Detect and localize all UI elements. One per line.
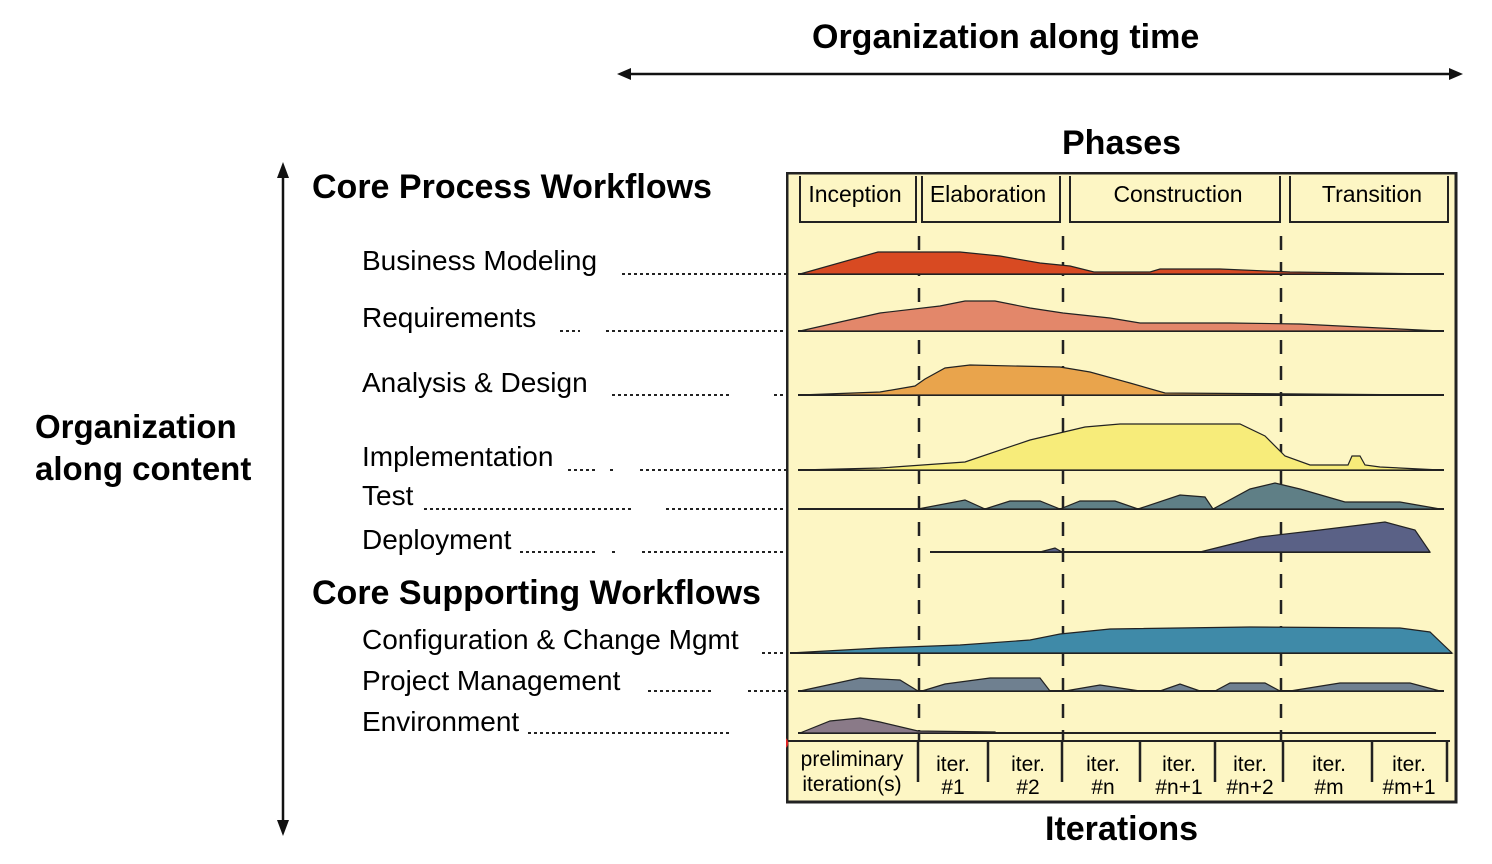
time-axis-title: Organization along time (812, 18, 1200, 56)
iteration-m-line2: #m (1314, 776, 1343, 799)
iteration-m1-line1: iter. (1392, 753, 1426, 776)
iterations-title: Iterations (1045, 810, 1199, 848)
workflow-label-implementation: Implementation (362, 441, 554, 472)
content-axis-title-line1: Organization (35, 408, 237, 445)
iteration-n-line1: iter. (1086, 753, 1120, 776)
iteration-preliminary-line1: preliminary (801, 748, 904, 771)
iteration-n2-line1: iter. (1233, 753, 1267, 776)
iteration-1-line2: #1 (941, 776, 964, 799)
workflow-label-business-modeling: Business Modeling (362, 245, 598, 276)
iteration-m-line1: iter. (1312, 753, 1346, 776)
cursor-marker (786, 738, 789, 748)
time-axis-arrow (617, 68, 1463, 80)
area-analysis-design (799, 364, 1441, 396)
phase-construction: Construction (1113, 181, 1242, 207)
iteration-n1-line2: #n+1 (1155, 776, 1202, 799)
phase-elaboration: Elaboration (930, 181, 1046, 207)
iteration-1-line1: iter. (936, 753, 970, 776)
core-supporting-workflows-title: Core Supporting Workflows (312, 574, 761, 612)
workflow-label-project-management: Project Management (362, 665, 621, 696)
workflow-label-environment: Environment (362, 706, 520, 737)
workflow-label-test: Test (362, 480, 414, 511)
iteration-n-line2: #n (1091, 776, 1114, 799)
area-configuration-change (789, 626, 1454, 654)
phase-inception: Inception (808, 181, 901, 207)
phase-transition: Transition (1322, 181, 1422, 207)
workflow-label-deployment: Deployment (362, 524, 512, 555)
area-business-modeling (799, 251, 1441, 275)
area-deployment (1039, 521, 1432, 553)
iteration-preliminary-line2: iteration(s) (802, 773, 901, 796)
area-test (917, 482, 1441, 510)
workflow-label-requirements: Requirements (362, 302, 537, 333)
iteration-n1-line1: iter. (1162, 753, 1196, 776)
core-process-workflows-title: Core Process Workflows (312, 168, 712, 206)
phases-title: Phases (1062, 124, 1182, 162)
area-implementation (799, 423, 1441, 471)
content-axis-title-line2: along content (35, 450, 252, 487)
content-axis-arrow (277, 162, 289, 836)
workflow-chart-panel: Inception Elaboration Construction Trans… (786, 172, 1458, 804)
iteration-2-line1: iter. (1011, 753, 1045, 776)
iteration-m1-line2: #m+1 (1382, 776, 1435, 799)
area-project-management (799, 677, 1441, 692)
area-requirements (799, 300, 1441, 332)
workflow-label-configuration-change: Configuration & Change Mgmt (362, 624, 739, 655)
area-environment (799, 717, 996, 734)
iteration-2-line2: #2 (1016, 776, 1039, 799)
workflow-label-analysis-design: Analysis & Design (362, 367, 588, 398)
iteration-n2-line2: #n+2 (1226, 776, 1273, 799)
